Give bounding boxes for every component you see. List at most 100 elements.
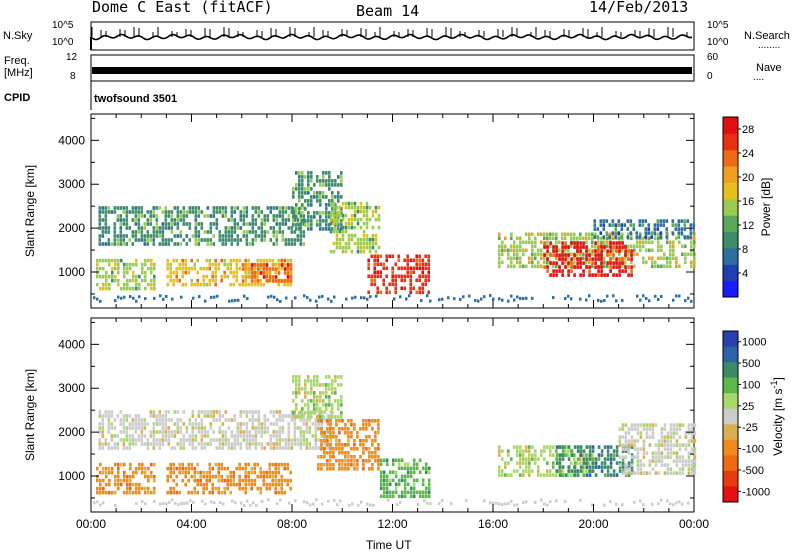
scatter-cell <box>260 222 264 226</box>
scatter-cell <box>385 266 388 271</box>
clutter-cell <box>138 295 141 299</box>
scatter-cell <box>591 453 594 457</box>
scatter-cell <box>665 219 669 223</box>
scatter-cell <box>588 232 591 237</box>
scatter-cell <box>362 443 365 447</box>
scatter-cell <box>119 226 123 230</box>
clutter-cell <box>180 502 183 506</box>
scatter-cell <box>585 457 589 461</box>
scatter-cell <box>678 467 682 471</box>
colorbar-tick-label: -1000 <box>742 486 770 498</box>
scatter-cell <box>331 387 334 391</box>
colorbar-segment <box>723 408 738 425</box>
scatter-cell <box>618 465 622 469</box>
scatter-cell <box>298 187 301 191</box>
scatter-cell <box>669 467 673 471</box>
scatter-cell <box>217 462 220 467</box>
scatter-cell <box>534 461 537 465</box>
scatter-cell <box>295 203 298 207</box>
scatter-cell <box>197 430 201 434</box>
scatter-cell <box>196 462 199 467</box>
scatter-cell <box>200 226 204 230</box>
scatter-cell <box>344 249 348 254</box>
scatter-cell <box>266 206 270 210</box>
scatter-cell <box>328 375 331 379</box>
scatter-cell <box>421 466 425 471</box>
scatter-cell <box>665 231 669 235</box>
scatter-cell <box>353 443 356 447</box>
clutter-cell <box>189 499 192 503</box>
scatter-region <box>98 206 306 246</box>
scatter-cell <box>507 252 510 257</box>
scatter-cell <box>418 494 422 499</box>
scatter-cell <box>403 286 406 291</box>
clutter-cell <box>336 503 339 507</box>
scatter-cell <box>376 270 379 275</box>
scatter-cell <box>221 242 225 246</box>
scatter-cell <box>274 462 277 467</box>
scatter-cell <box>209 214 213 218</box>
scatter-cell <box>266 430 270 434</box>
scatter-cell <box>250 279 254 283</box>
scatter-cell <box>347 451 350 455</box>
scatter-cell <box>203 442 207 446</box>
scatter-cell <box>606 273 609 277</box>
scatter-cell <box>298 375 301 379</box>
scatter-cell <box>188 226 192 230</box>
scatter-cell <box>555 261 558 265</box>
scatter-cell <box>323 451 326 455</box>
scatter-cell <box>593 219 597 223</box>
scatter-cell <box>244 462 247 467</box>
clutter-cell <box>369 295 372 299</box>
scatter-cell <box>594 249 597 253</box>
scatter-cell <box>421 258 424 263</box>
scatter-cell <box>624 431 628 435</box>
scatter-cell <box>141 466 144 471</box>
scatter-cell <box>618 427 622 431</box>
scatter-cell <box>516 461 519 465</box>
scatter-cell <box>522 449 525 453</box>
clutter-cell <box>153 296 156 300</box>
scatter-cell <box>519 260 522 265</box>
scatter-cell <box>193 266 196 271</box>
scatter-cell <box>125 210 129 214</box>
scatter-cell <box>304 383 307 387</box>
scatter-cell <box>193 282 196 287</box>
scatter-cell <box>284 414 288 418</box>
scatter-cell <box>374 209 378 214</box>
scatter-cell <box>585 257 588 261</box>
scatter-cell <box>147 258 150 263</box>
scatter-cell <box>233 210 237 214</box>
scatter-cell <box>558 269 561 273</box>
scatter-cell <box>275 446 279 450</box>
scatter-cell <box>564 245 567 249</box>
scatter-cell <box>642 443 646 447</box>
scatter-cell <box>397 482 401 487</box>
scatter-cell <box>221 446 225 450</box>
scatter-cell <box>155 222 159 226</box>
scatter-cell <box>117 262 120 267</box>
clutter-cell <box>351 296 354 300</box>
scatter-cell <box>328 387 331 391</box>
scatter-cell <box>140 214 144 218</box>
scatter-cell <box>322 219 325 223</box>
scatter-cell <box>507 449 510 453</box>
scatter-cell <box>334 387 337 391</box>
scatter-cell <box>585 232 588 237</box>
scatter-cell <box>421 274 424 279</box>
scatter-cell <box>627 232 630 237</box>
scatter-cell <box>143 442 147 446</box>
scatter-cell <box>611 231 615 235</box>
scatter-cell <box>284 218 288 222</box>
scatter-cell <box>278 214 282 218</box>
scatter-cell <box>582 461 586 465</box>
scatter-cell <box>114 274 117 279</box>
scatter-cell <box>305 422 309 426</box>
scatter-cell <box>624 269 627 273</box>
scatter-cell <box>146 222 150 226</box>
scatter-cell <box>323 410 327 414</box>
scatter-cell <box>217 486 220 491</box>
scatter-cell <box>528 449 531 453</box>
scatter-cell <box>147 474 150 479</box>
scatter-cell <box>672 431 676 435</box>
